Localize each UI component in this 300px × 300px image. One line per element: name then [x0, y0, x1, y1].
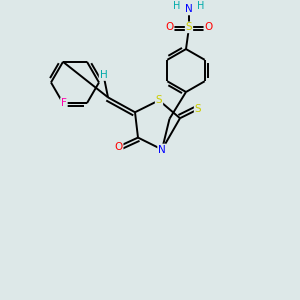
Text: O: O: [165, 22, 174, 32]
Text: H: H: [100, 70, 107, 80]
Text: N: N: [158, 145, 166, 154]
Text: O: O: [114, 142, 123, 152]
Text: O: O: [204, 22, 213, 32]
Text: S: S: [186, 22, 192, 32]
Text: S: S: [156, 95, 162, 105]
Text: H: H: [173, 1, 181, 11]
Text: S: S: [195, 104, 201, 114]
Text: F: F: [61, 98, 67, 108]
Text: N: N: [185, 4, 193, 14]
Text: H: H: [197, 1, 205, 11]
